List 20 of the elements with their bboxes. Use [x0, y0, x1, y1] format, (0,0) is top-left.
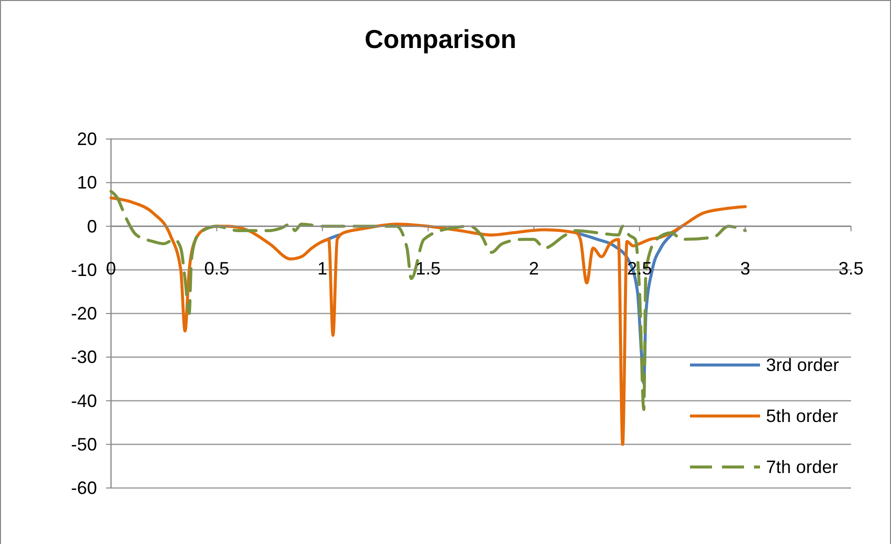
y-tick-label: -50	[70, 434, 97, 454]
legend-label: 7th order	[766, 457, 838, 477]
y-tick-label: 20	[76, 129, 97, 149]
legend-label: 3rd order	[766, 355, 840, 375]
x-tick-label: 2	[528, 258, 539, 278]
x-tick-label: 0.5	[204, 258, 230, 278]
y-tick-label: -60	[70, 478, 97, 498]
y-tick-label: 0	[86, 216, 97, 236]
y-tick-label: -30	[70, 347, 97, 368]
y-tick-label: -20	[70, 304, 97, 324]
x-tick-label: 1.5	[416, 258, 441, 278]
x-tick-label: 0	[106, 258, 116, 278]
y-tick-label: 10	[76, 172, 97, 193]
legend-label: 5th order	[766, 406, 838, 426]
y-tick-label: -40	[70, 390, 97, 411]
y-tick-label: -10	[70, 260, 97, 280]
x-tick-label: 1	[317, 258, 328, 278]
chart-title: Comparison	[364, 24, 516, 54]
x-tick-label: 3	[740, 258, 750, 278]
x-tick-label: 3.5	[838, 258, 864, 278]
